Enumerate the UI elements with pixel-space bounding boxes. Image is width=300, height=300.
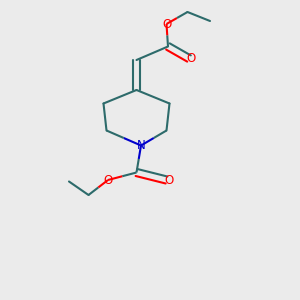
Text: N: N [136, 139, 146, 152]
Text: O: O [187, 52, 196, 65]
Text: O: O [164, 173, 173, 187]
Text: O: O [103, 173, 112, 187]
Text: O: O [162, 17, 171, 31]
